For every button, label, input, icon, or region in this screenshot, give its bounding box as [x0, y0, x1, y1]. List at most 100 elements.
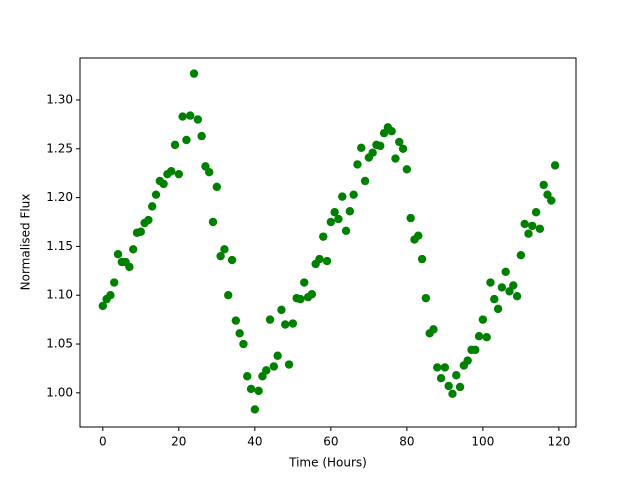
y-axis-label: Normalised Flux [19, 194, 33, 291]
point [216, 251, 225, 261]
x-tick-label: 120 [547, 435, 570, 449]
point [501, 267, 510, 276]
point [243, 372, 252, 381]
point [246, 384, 256, 394]
point [159, 179, 168, 189]
point [269, 362, 279, 371]
point [144, 215, 153, 225]
point [387, 127, 396, 136]
point [250, 405, 260, 414]
point [220, 245, 229, 254]
point [281, 320, 290, 329]
point [391, 154, 400, 163]
y-tick-label: 1.25 [46, 141, 73, 155]
point [106, 291, 115, 300]
point [151, 190, 161, 199]
x-tick-label: 60 [323, 435, 338, 449]
point [208, 217, 218, 227]
point [239, 339, 248, 349]
point [235, 329, 244, 338]
point [189, 69, 199, 78]
point [376, 141, 385, 151]
point [539, 180, 548, 190]
y-tick-label: 1.15 [46, 239, 73, 253]
x-tick-label: 80 [399, 435, 414, 449]
point [520, 219, 529, 229]
point [284, 360, 294, 369]
point [265, 315, 275, 324]
point [512, 291, 522, 301]
point [493, 304, 503, 314]
point [444, 381, 453, 391]
point [288, 319, 298, 328]
point [170, 140, 180, 150]
point [300, 278, 309, 287]
point [262, 366, 271, 375]
point [231, 316, 241, 325]
point [227, 255, 237, 265]
point [273, 351, 282, 360]
point [167, 167, 176, 176]
point [474, 332, 484, 341]
point [471, 345, 480, 355]
x-tick-label: 20 [171, 435, 186, 449]
point [178, 112, 187, 121]
point [550, 161, 560, 170]
point [455, 382, 465, 392]
point [531, 208, 541, 217]
point [174, 169, 184, 179]
point [357, 143, 366, 153]
point [205, 168, 214, 177]
point [98, 301, 108, 311]
point [433, 363, 442, 372]
point [224, 291, 233, 300]
point [509, 281, 518, 290]
point [547, 196, 556, 205]
point [463, 356, 472, 365]
point [193, 115, 203, 124]
point [368, 148, 377, 157]
y-tick-label: 1.05 [46, 337, 73, 351]
x-tick-label: 0 [99, 435, 107, 449]
point [125, 262, 134, 272]
point [478, 315, 488, 324]
point [315, 254, 324, 264]
point [110, 278, 119, 287]
point [277, 305, 286, 315]
point [345, 207, 355, 216]
x-tick-label: 100 [471, 435, 494, 449]
point [436, 373, 446, 383]
point [186, 111, 195, 120]
y-tick-label: 1.00 [46, 385, 73, 399]
y-tick-label: 1.10 [46, 288, 73, 302]
point [429, 325, 438, 334]
point [341, 226, 351, 235]
point [402, 165, 412, 174]
y-tick-label: 1.30 [46, 92, 73, 106]
point [212, 182, 222, 192]
point [296, 294, 305, 304]
point [452, 371, 461, 380]
y-tick-label: 1.20 [46, 190, 73, 204]
point [482, 332, 491, 342]
point [398, 144, 408, 153]
point [322, 256, 332, 266]
point [254, 386, 263, 396]
point [338, 192, 347, 201]
x-axis-label: Time (Hours) [288, 456, 367, 470]
point [448, 389, 457, 399]
point [524, 229, 533, 238]
point [395, 137, 404, 147]
point [334, 214, 343, 224]
point [516, 250, 526, 260]
point [136, 227, 146, 236]
point [360, 176, 370, 186]
point [330, 208, 339, 217]
point [129, 245, 138, 254]
point [440, 363, 450, 372]
point [353, 160, 362, 169]
point [349, 190, 358, 199]
point [326, 217, 336, 227]
point [421, 293, 431, 303]
